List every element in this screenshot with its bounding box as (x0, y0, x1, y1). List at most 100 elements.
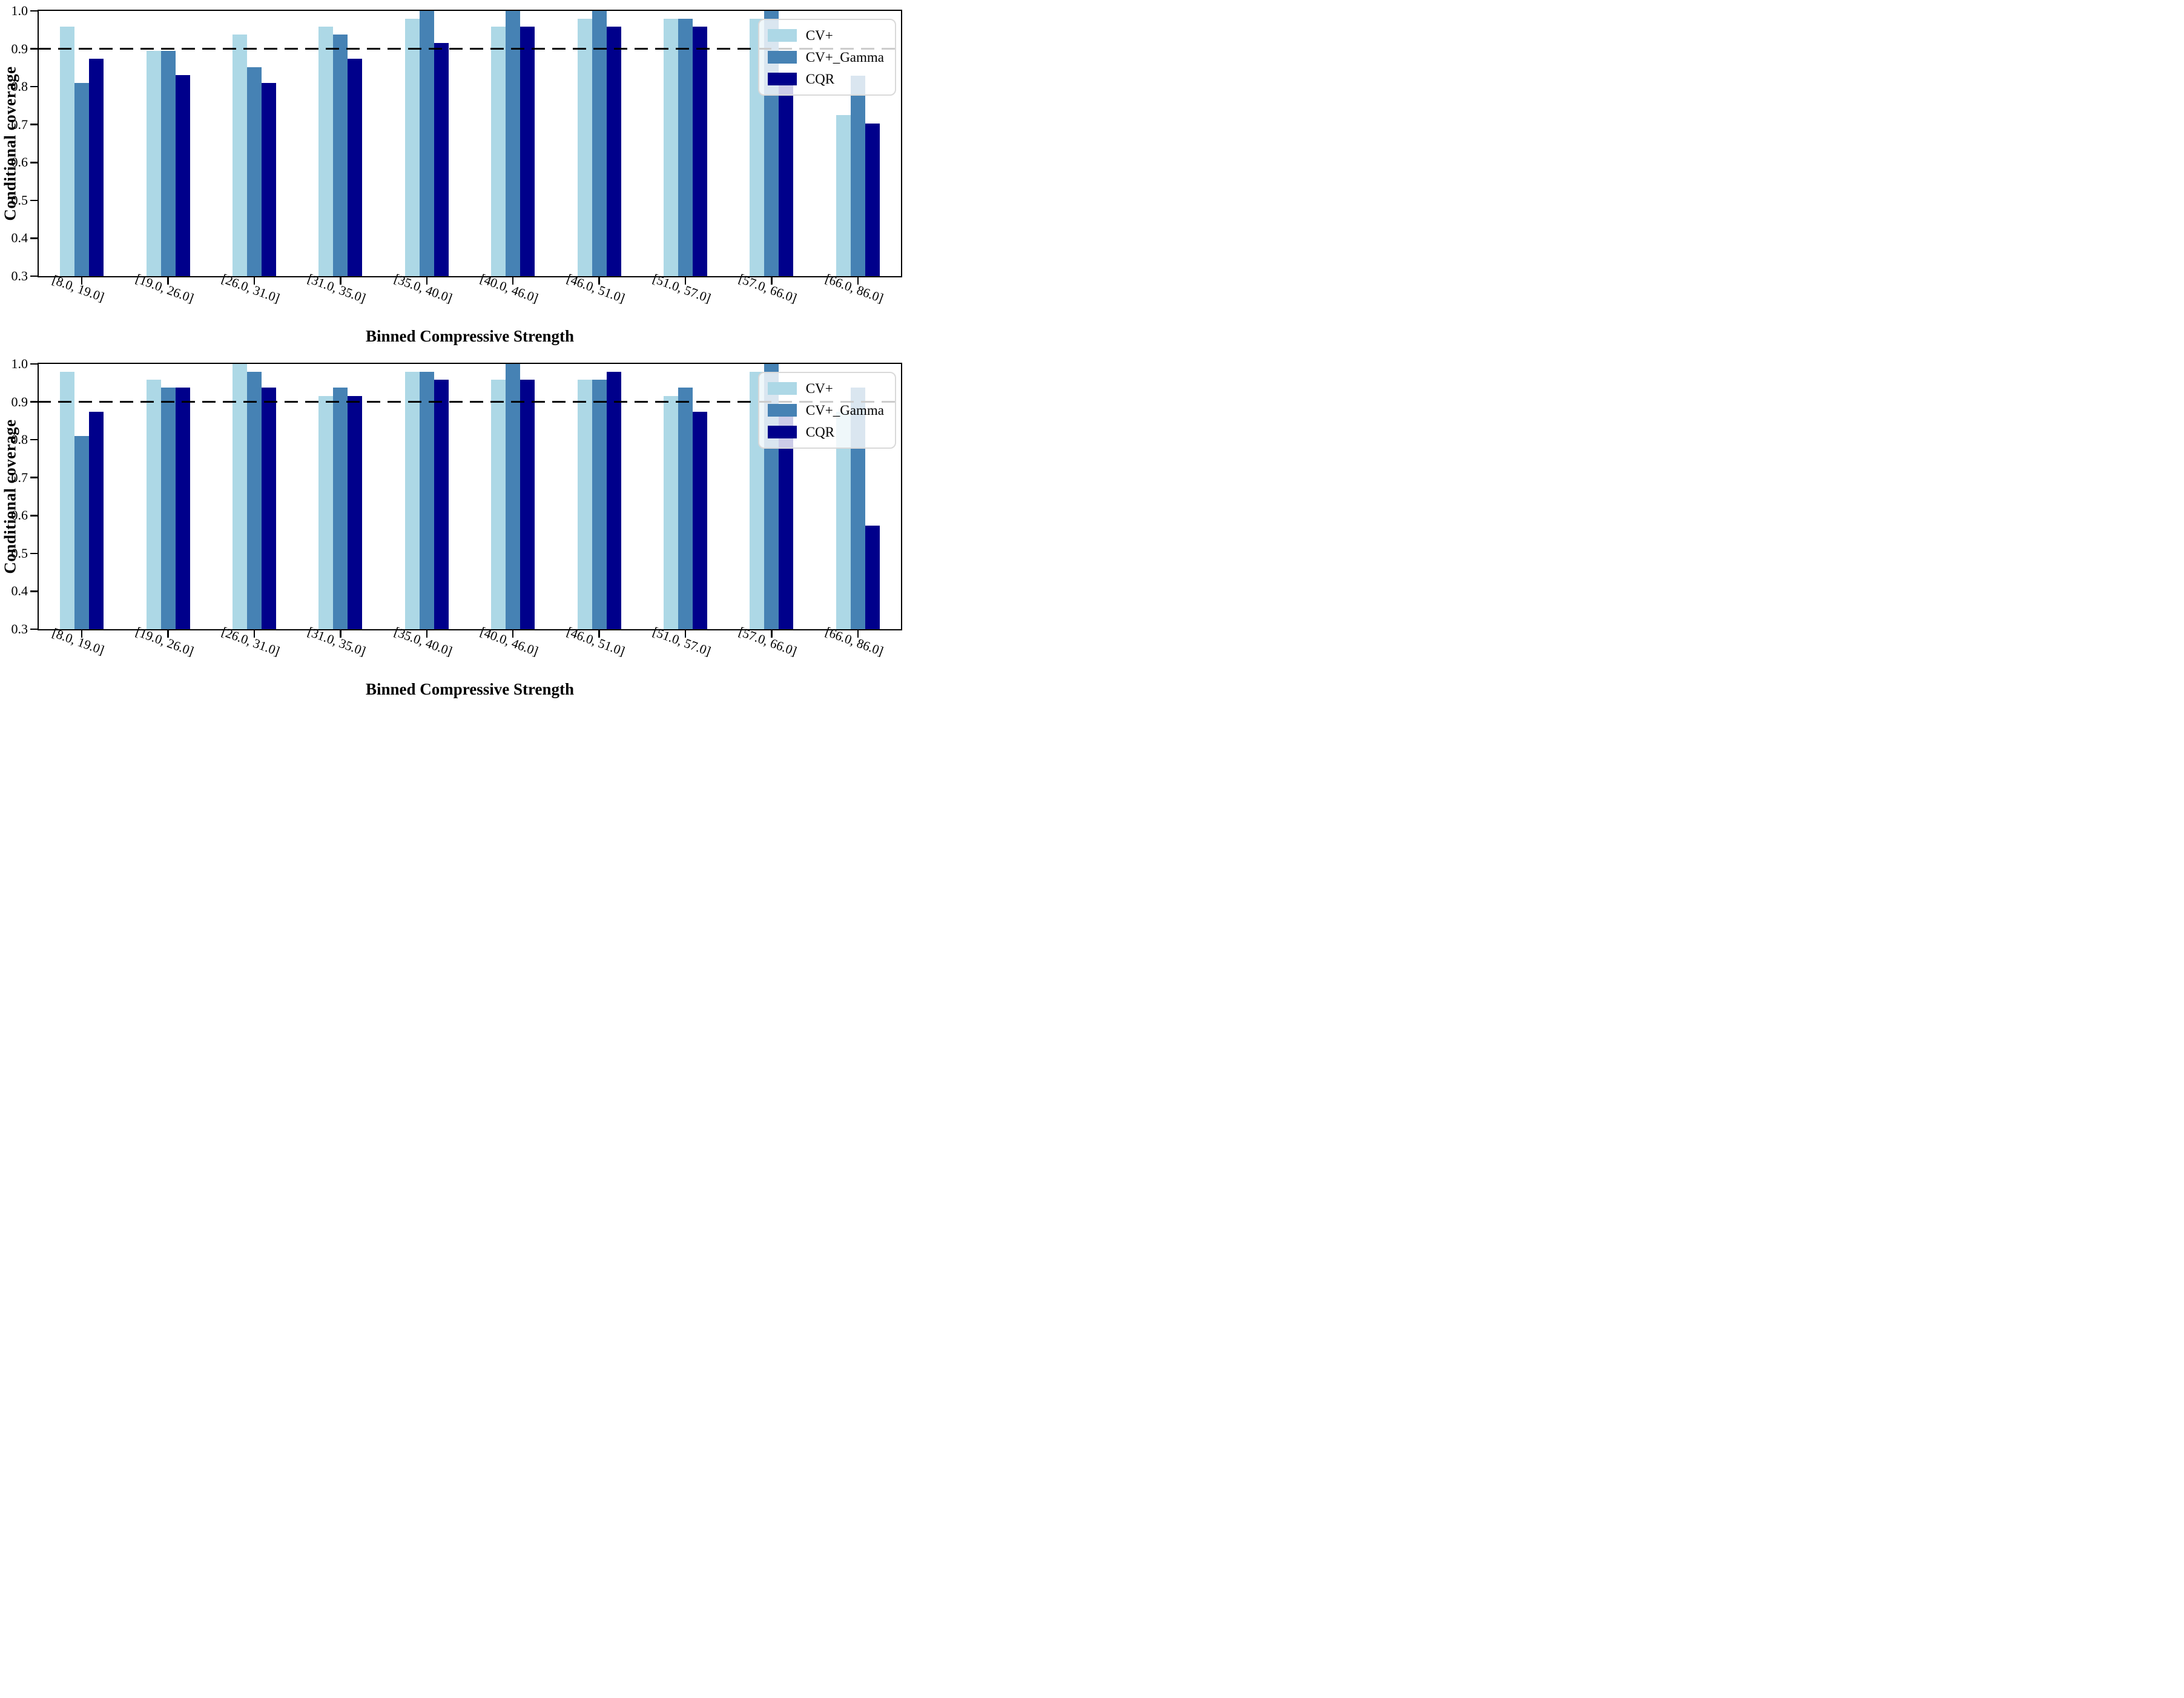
bar-group (60, 11, 104, 276)
x-tick-mark (598, 629, 600, 638)
y-tick-label: 0.6 (11, 154, 28, 170)
x-tick-label: [40.0, 46.0] (478, 624, 541, 659)
bar-group (663, 364, 708, 629)
x-tick-mark (426, 276, 428, 285)
legend-label: CQR (805, 424, 835, 440)
x-tick-label: [19.0, 26.0] (133, 271, 196, 306)
legend-swatch-cv-gamma (767, 404, 797, 417)
x-tick-label: [57.0, 66.0] (737, 624, 799, 659)
bar-cv-gamma (333, 388, 348, 629)
bar-cv-gamma (678, 19, 693, 276)
bar-cv-gamma (419, 11, 434, 276)
bar-cqr (262, 82, 277, 276)
y-tick-mark (30, 438, 39, 441)
bar-cv (232, 35, 247, 276)
bar-cv (404, 372, 420, 629)
legend-label: CQR (805, 71, 835, 87)
bar-cv-gamma (333, 35, 348, 276)
bar-cv (60, 372, 75, 629)
bar-cqr (348, 396, 363, 629)
bar-group (663, 11, 708, 276)
legend-item-cqr: CQR (767, 71, 884, 87)
x-tick-mark (684, 629, 687, 638)
bar-group (146, 364, 190, 629)
plot-area: 0.3 0.4 0.5 0.6 0.7 0.8 0.9 1.0 [8.0, 19.0] [19.0… (12, 4, 902, 306)
bar-cqr (865, 526, 880, 629)
y-tick-label: 1.0 (11, 3, 28, 18)
y-tick-label: 0.5 (11, 545, 28, 561)
x-tick-mark (684, 276, 687, 285)
bar-cv-gamma (246, 372, 262, 629)
y-tick-label: 0.4 (11, 583, 28, 599)
bar-cv-gamma (74, 435, 90, 629)
bar-cqr (606, 372, 621, 629)
bar-group (318, 11, 363, 276)
legend-swatch-cv (767, 382, 797, 395)
x-tick-mark (167, 629, 169, 638)
y-tick-mark (30, 363, 39, 365)
bar-cv (146, 380, 161, 629)
bar-cv-gamma (506, 364, 521, 629)
bar-cqr (693, 27, 708, 276)
bar-cv-gamma (74, 82, 90, 276)
x-tick-label: [35.0, 40.0] (392, 271, 454, 306)
x-tick-mark (253, 276, 256, 285)
bar-group (836, 11, 880, 276)
y-tick-mark (30, 628, 39, 630)
bar-cv (491, 27, 506, 276)
bar-cqr (89, 59, 104, 276)
y-tick-mark (30, 199, 39, 202)
legend-item-cv: CV+ (767, 27, 884, 44)
bar-cqr (175, 75, 190, 276)
bar-cv (577, 380, 592, 629)
bar-group (491, 11, 535, 276)
y-tick-mark (30, 552, 39, 555)
legend-item-cv-gamma: CV+_Gamma (767, 49, 884, 65)
legend-label: CV+_Gamma (805, 403, 884, 418)
y-tick-mark (30, 590, 39, 592)
bar-group (232, 364, 277, 629)
bar-cv (404, 19, 420, 276)
x-tick-mark (598, 276, 600, 285)
bar-cv (318, 396, 334, 629)
legend: CV+ CV+_Gamma CQR (757, 372, 896, 449)
x-tick-label: [8.0, 19.0] (50, 625, 107, 658)
y-tick-mark (30, 48, 39, 50)
bar-cqr (434, 380, 449, 629)
y-tick-label: 0.9 (11, 394, 28, 409)
bar-cqr (89, 412, 104, 629)
y-tick-label: 0.8 (11, 432, 28, 448)
y-tick-mark (30, 515, 39, 517)
y-tick-mark (30, 477, 39, 478)
y-tick-label: 0.3 (11, 268, 28, 283)
bar-cqr (865, 124, 880, 276)
x-tick-label: [40.0, 46.0] (478, 271, 541, 306)
bar-cv-gamma (160, 388, 176, 629)
bar-cv (663, 19, 678, 276)
legend-item-cv-gamma: CV+_Gamma (767, 402, 884, 418)
bar-cv-gamma (592, 380, 607, 629)
bar-cqr (606, 27, 621, 276)
bar-group (404, 364, 449, 629)
bar-group (146, 11, 190, 276)
legend-swatch-cqr (767, 426, 797, 438)
y-tick-mark (30, 124, 39, 125)
x-tick-label: [31.0, 35.0] (306, 624, 368, 659)
y-tick-label: 0.7 (11, 116, 28, 132)
bar-cqr (262, 388, 277, 629)
x-tick-mark (340, 276, 341, 285)
y-tick-mark (30, 10, 39, 12)
bar-cqr (520, 380, 535, 629)
x-tick-mark (857, 629, 859, 638)
y-tick-mark (30, 401, 39, 403)
x-tick-mark (253, 629, 256, 638)
legend-swatch-cv-gamma (767, 51, 797, 64)
x-tick-label: [51.0, 57.0] (650, 271, 713, 306)
bar-cv-gamma (506, 11, 521, 276)
bar-cqr (434, 43, 449, 276)
bar-group (491, 364, 535, 629)
bar-group (232, 11, 277, 276)
bar-group (577, 364, 621, 629)
legend-label: CV+_Gamma (805, 50, 884, 65)
x-tick-mark (512, 629, 514, 638)
